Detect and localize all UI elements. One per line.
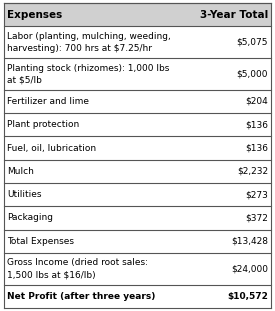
Bar: [4, 58, 271, 90]
Bar: [4, 137, 271, 160]
Bar: [4, 230, 271, 253]
Text: Gross Income (dried root sales:
1,500 lbs at $16/lb): Gross Income (dried root sales: 1,500 lb…: [7, 258, 148, 279]
Text: $372: $372: [245, 213, 268, 222]
Text: Net Profit (after three years): Net Profit (after three years): [7, 292, 155, 301]
Text: Total Expenses: Total Expenses: [7, 237, 74, 246]
Bar: [4, 253, 271, 285]
Text: $10,572: $10,572: [227, 292, 268, 301]
Text: 3-Year Total: 3-Year Total: [200, 10, 268, 20]
Bar: [4, 3, 271, 26]
Text: $273: $273: [245, 190, 268, 199]
Bar: [4, 113, 271, 137]
Text: Planting stock (rhizomes): 1,000 lbs
at $5/lb: Planting stock (rhizomes): 1,000 lbs at …: [7, 63, 169, 84]
Text: $24,000: $24,000: [231, 264, 268, 273]
Text: $5,075: $5,075: [236, 38, 268, 47]
Bar: [4, 160, 271, 183]
Text: Packaging: Packaging: [7, 213, 53, 222]
Text: $204: $204: [245, 97, 268, 106]
Bar: [4, 26, 271, 58]
Text: $2,232: $2,232: [237, 167, 268, 176]
Text: $5,000: $5,000: [236, 69, 268, 78]
Text: Labor (planting, mulching, weeding,
harvesting): 700 hrs at $7.25/hr: Labor (planting, mulching, weeding, harv…: [7, 32, 171, 53]
Text: $136: $136: [245, 144, 268, 153]
Text: $13,428: $13,428: [231, 237, 268, 246]
Text: Fuel, oil, lubrication: Fuel, oil, lubrication: [7, 144, 96, 153]
Text: Utilities: Utilities: [7, 190, 42, 199]
Text: Plant protection: Plant protection: [7, 120, 79, 129]
Bar: [4, 206, 271, 230]
Text: $136: $136: [245, 120, 268, 129]
Text: Fertilizer and lime: Fertilizer and lime: [7, 97, 89, 106]
Bar: [4, 183, 271, 206]
Text: Expenses: Expenses: [7, 10, 62, 20]
Text: Mulch: Mulch: [7, 167, 34, 176]
Bar: [4, 90, 271, 113]
Bar: [4, 285, 271, 308]
